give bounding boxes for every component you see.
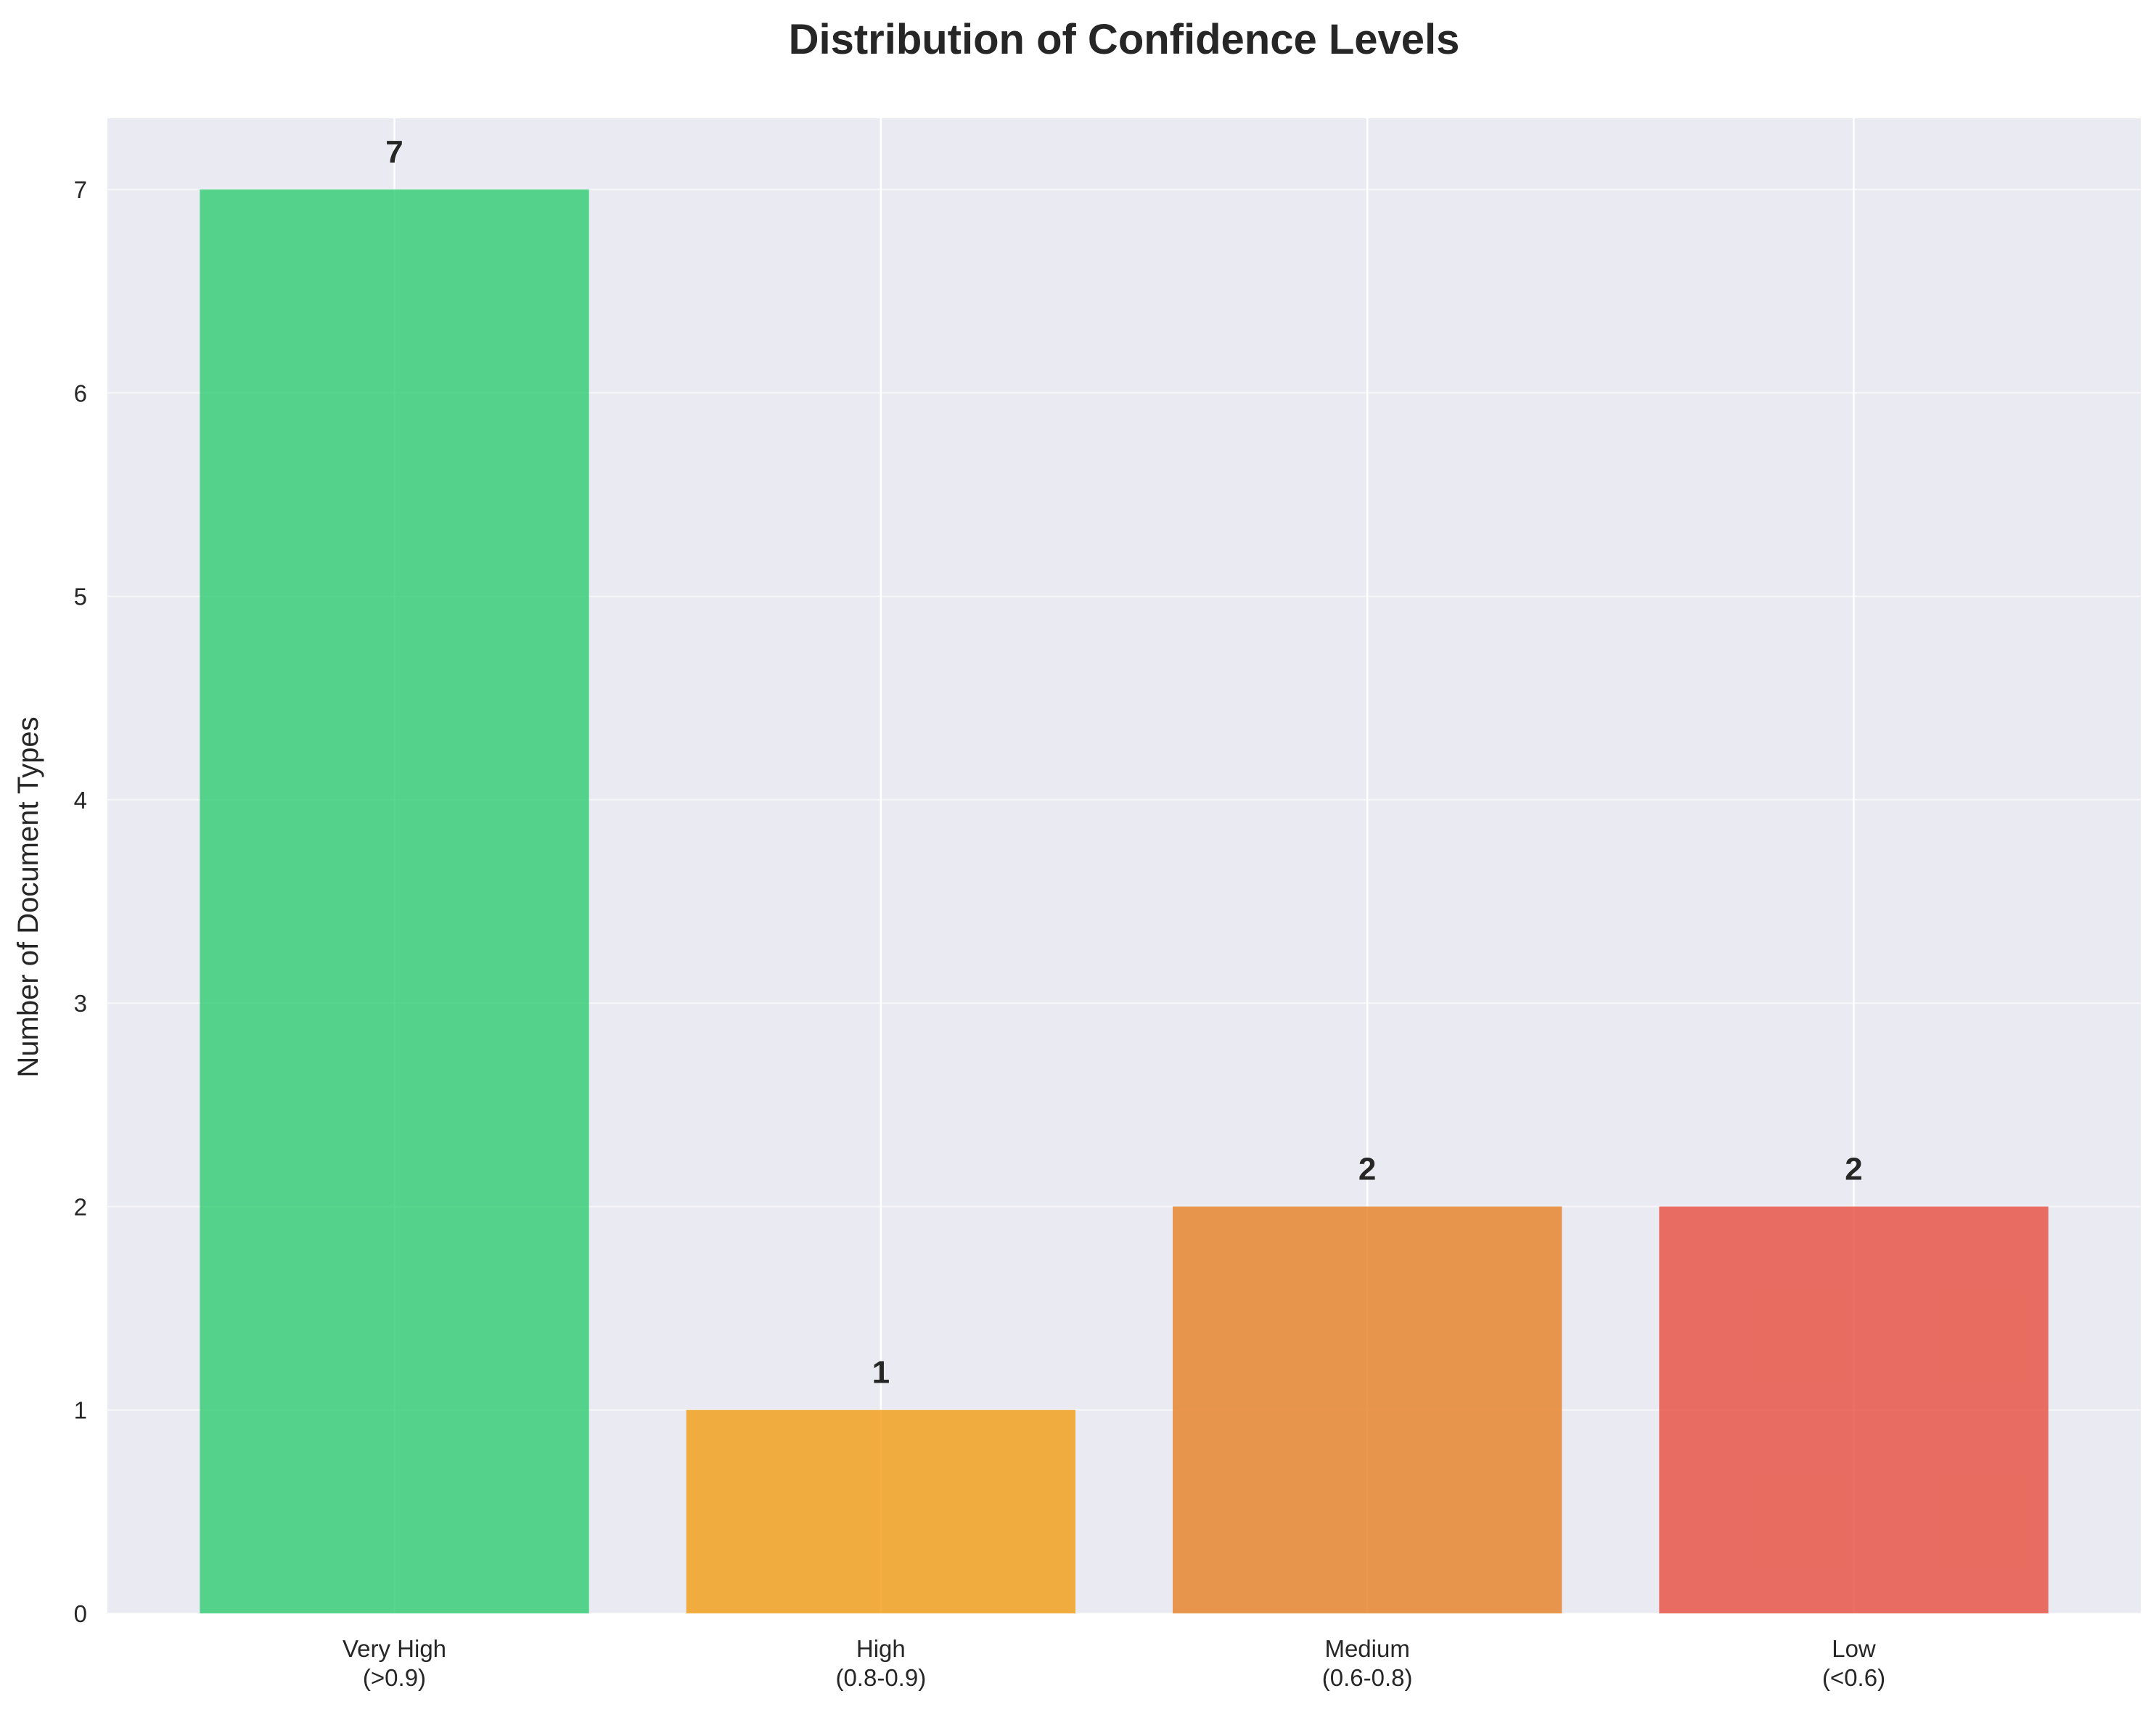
bar-value-label: 1 <box>872 1355 890 1391</box>
y-tick-label: 6 <box>74 380 87 406</box>
x-tick-label: Medium (0.6-0.8) <box>1322 1635 1413 1691</box>
bars-layer <box>200 189 2049 1614</box>
chart-title: Distribution of Confidence Levels <box>789 16 1460 63</box>
bar <box>1173 1206 1562 1613</box>
x-tick-label: Very High (>0.9) <box>343 1635 446 1691</box>
x-tick-label: Low (<0.6) <box>1822 1635 1885 1691</box>
y-axis-label: Number of Document Types <box>12 716 44 1077</box>
data-labels-layer: 7 1 2 2 <box>385 134 1862 1391</box>
y-tick-label: 5 <box>74 584 87 610</box>
y-tick-label: 3 <box>74 990 87 1017</box>
bar <box>200 189 589 1614</box>
bar-value-label: 7 <box>385 134 403 170</box>
y-axis: 0 1 2 3 4 5 6 7 <box>74 176 87 1627</box>
x-tick-label: High (0.8-0.9) <box>835 1635 926 1691</box>
y-tick-label: 7 <box>74 176 87 203</box>
x-axis: Very High (>0.9) High (0.8-0.9) Medium (0.6-0… <box>343 1635 1885 1691</box>
y-tick-label: 2 <box>74 1193 87 1220</box>
bar-value-label: 2 <box>1845 1151 1862 1187</box>
bar <box>686 1409 1075 1613</box>
bar <box>1659 1206 2049 1613</box>
bar-value-label: 2 <box>1358 1151 1376 1187</box>
y-tick-label: 1 <box>74 1397 87 1424</box>
y-tick-label: 0 <box>74 1600 87 1627</box>
y-tick-label: 4 <box>74 787 87 814</box>
